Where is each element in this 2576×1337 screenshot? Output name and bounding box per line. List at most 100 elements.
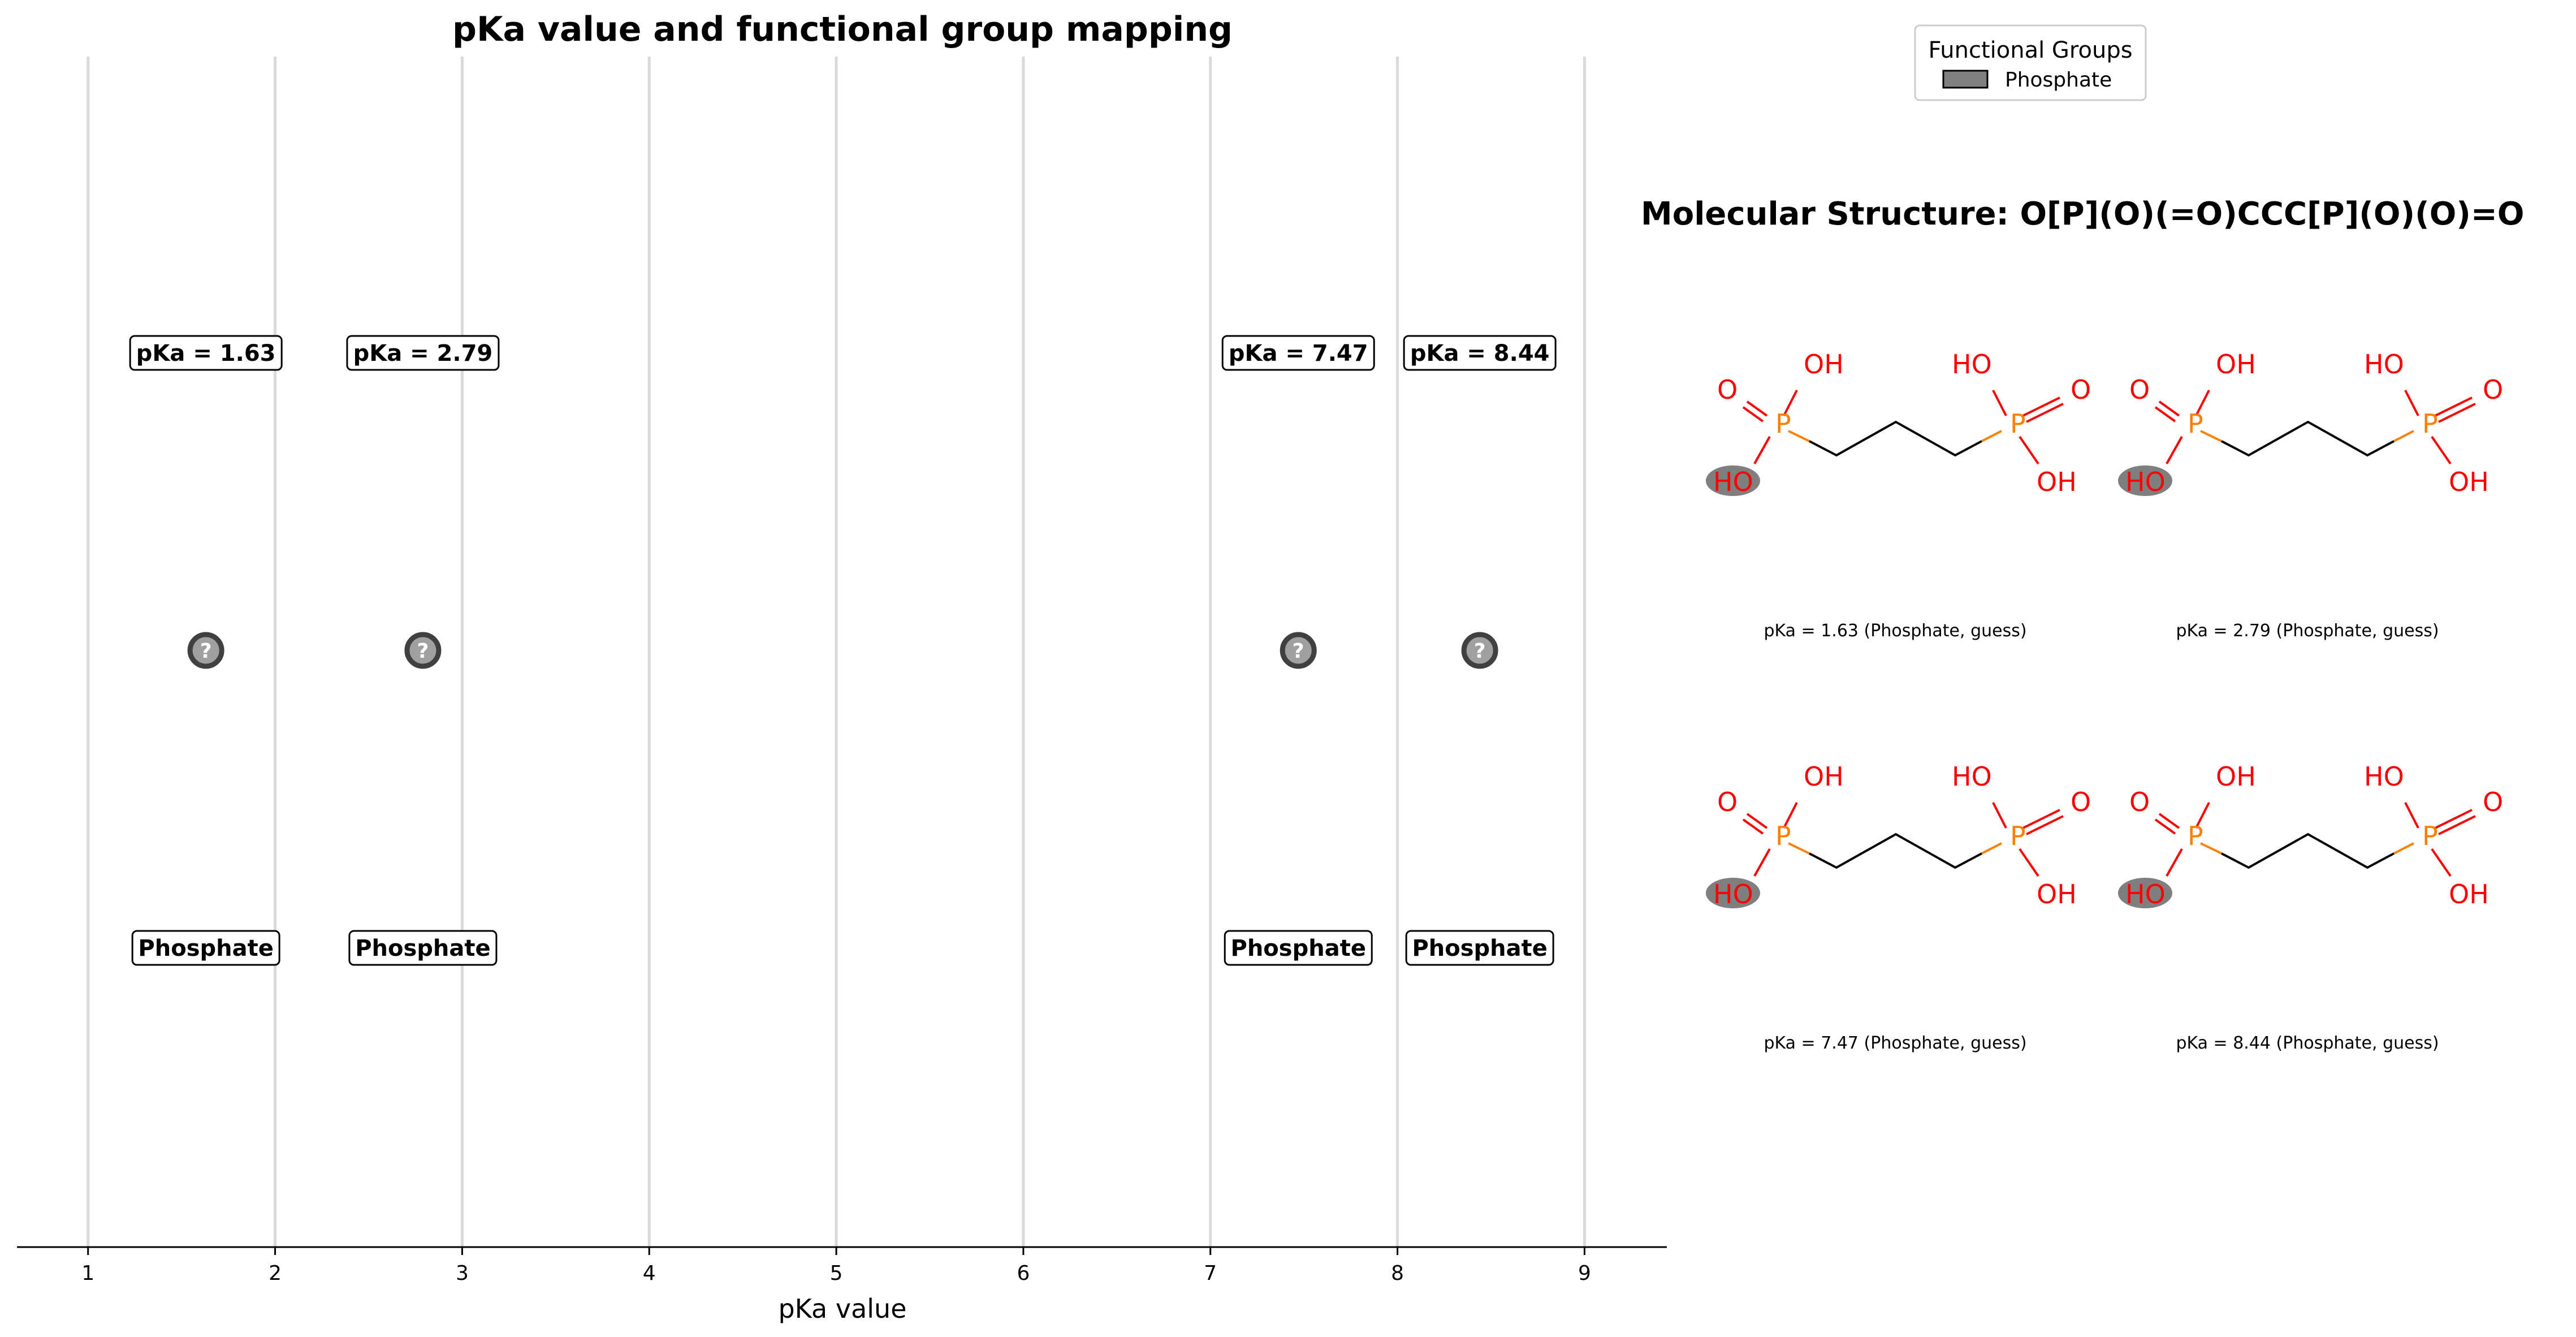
carbon-chain-bond	[1809, 833, 1982, 869]
x-tick-label: 5	[830, 1262, 843, 1285]
p-oh-bond	[1992, 802, 2007, 829]
p-o-double-bond	[2158, 813, 2180, 829]
atom-label: P	[2422, 408, 2438, 439]
atom-label: P	[1775, 821, 1791, 851]
p-o-double-bond	[1746, 813, 1768, 829]
p-oh-bond	[1783, 390, 1798, 416]
atom-label: HO	[1713, 879, 1753, 909]
atom-label: P	[1775, 408, 1791, 439]
carbon-chain-bond	[1809, 420, 1982, 457]
highlight-ellipse	[1706, 465, 1760, 496]
atom-label: O	[2129, 787, 2150, 817]
group-label-box	[1405, 930, 1554, 966]
atom-label: O	[2483, 374, 2503, 405]
p-o-double-bond	[2026, 815, 2064, 835]
p-o-double-bond	[2438, 815, 2476, 835]
atom-label: OH	[2037, 467, 2077, 497]
molecule-caption: pKa = 1.63 (Phosphate, guess)	[1764, 621, 2026, 641]
p-o-double-bond	[2158, 400, 2180, 417]
p-c-bond	[1788, 842, 1810, 855]
p-o-double-bond	[2022, 809, 2060, 829]
atom-label: O	[1717, 374, 1737, 405]
group-label-box	[348, 930, 498, 966]
atom-label: OH	[2449, 879, 2489, 909]
molecule-panel: P O OH HO P O HO OH pKa = 8.44 (Phosphate, guess…	[2118, 761, 2503, 1053]
legend-swatch-phosphate	[1942, 70, 1989, 89]
x-axis-label: pKa value	[778, 1293, 906, 1324]
group-label: Phosphate	[1412, 935, 1547, 961]
atom-label: O	[1717, 787, 1737, 817]
unknown-marker-glyph: ?	[417, 640, 429, 663]
atom-label: HO	[2364, 761, 2404, 792]
p-o-double-bond	[2022, 396, 2060, 417]
atom-label: P	[2010, 408, 2026, 439]
legend: Functional Groups Phosphate	[1914, 24, 2147, 101]
group-label: Phosphate	[355, 935, 490, 961]
pka-label: pKa = 2.79	[353, 340, 493, 366]
unknown-marker-glyph: ?	[1293, 640, 1304, 663]
atom-label: OH	[2037, 879, 2077, 909]
p-oh-bond	[2019, 848, 2039, 877]
pka-label: pKa = 7.47	[1229, 340, 1368, 366]
atom-label: OH	[2216, 349, 2256, 379]
atom-label: HO	[2125, 879, 2166, 909]
p-o-double-bond	[2026, 403, 2064, 423]
unknown-marker-glyph: ?	[1474, 640, 1486, 663]
x-tick-label: 4	[643, 1262, 656, 1285]
p-oh-bond	[2195, 390, 2210, 416]
p-o-double-bond	[2154, 818, 2176, 835]
atom-label: OH	[2216, 761, 2256, 792]
molecule-caption: pKa = 8.44 (Phosphate, guess)	[2176, 1033, 2439, 1053]
atom-label: P	[2010, 821, 2026, 851]
group-label-box	[131, 930, 280, 966]
p-c-bond	[2393, 842, 2414, 855]
atom-label: P	[2188, 408, 2203, 439]
x-tick-label: 2	[269, 1262, 282, 1285]
unknown-marker-glyph: ?	[200, 640, 212, 663]
p-c-bond	[1981, 430, 2002, 442]
pka-label-box	[1221, 335, 1375, 371]
x-tick-label: 7	[1204, 1262, 1217, 1285]
legend-entry-phosphate: Phosphate	[2005, 68, 2112, 92]
atom-label: HO	[1952, 349, 1992, 379]
group-label: Phosphate	[138, 935, 273, 961]
p-c-bond	[2200, 430, 2222, 442]
chart-title: pKa value and functional group mapping	[452, 10, 1233, 49]
pka-label-box	[346, 335, 500, 371]
molecule-caption: pKa = 7.47 (Phosphate, guess)	[1764, 1033, 2026, 1053]
atom-label: O	[2071, 374, 2091, 405]
atom-label: HO	[2364, 349, 2404, 379]
pka-label-box	[1403, 335, 1557, 371]
atom-label: HO	[2125, 467, 2166, 497]
p-c-bond	[2200, 842, 2222, 855]
group-label-box	[1224, 930, 1373, 966]
x-tick-label: 9	[1578, 1262, 1591, 1285]
group-label: Phosphate	[1231, 935, 1366, 961]
atom-label: P	[2422, 821, 2438, 851]
x-tick-label: 8	[1391, 1262, 1404, 1285]
p-oh-bond	[2404, 390, 2419, 416]
data-point-marker	[1280, 632, 1317, 669]
p-oh-bond	[1992, 390, 2007, 416]
carbon-chain-bond	[2221, 420, 2395, 457]
data-points: pKa = 1.63? Phosphate pKa = 2.79? Phosphate…	[129, 335, 1557, 966]
atom-label: OH	[2449, 467, 2489, 497]
p-c-bond	[1788, 430, 1810, 442]
molecule-panel: P O OH HO P O HO OH pKa = 2.79 (Phosphate, guess…	[2118, 349, 2503, 641]
atom-label: O	[2129, 374, 2150, 405]
x-tick-label: 6	[1017, 1262, 1030, 1285]
highlight-ellipse	[2118, 465, 2172, 496]
atom-label: OH	[1804, 761, 1844, 792]
molecule-panel: P O OH HO P O HO OH pKa = 1.63 (Phosphate, guess…	[1706, 349, 2091, 641]
pka-label: pKa = 8.44	[1410, 340, 1550, 366]
x-tick-label: 3	[456, 1262, 469, 1285]
pka-label-box	[129, 335, 283, 371]
grid-lines	[87, 57, 1586, 1247]
carbon-chain-bond	[2221, 833, 2395, 869]
pka-label: pKa = 1.63	[136, 340, 276, 366]
molecule-caption: pKa = 2.79 (Phosphate, guess)	[2176, 621, 2439, 641]
atom-label: OH	[1804, 349, 1844, 379]
data-point-marker	[187, 632, 224, 669]
p-oh-bond	[2019, 435, 2039, 465]
